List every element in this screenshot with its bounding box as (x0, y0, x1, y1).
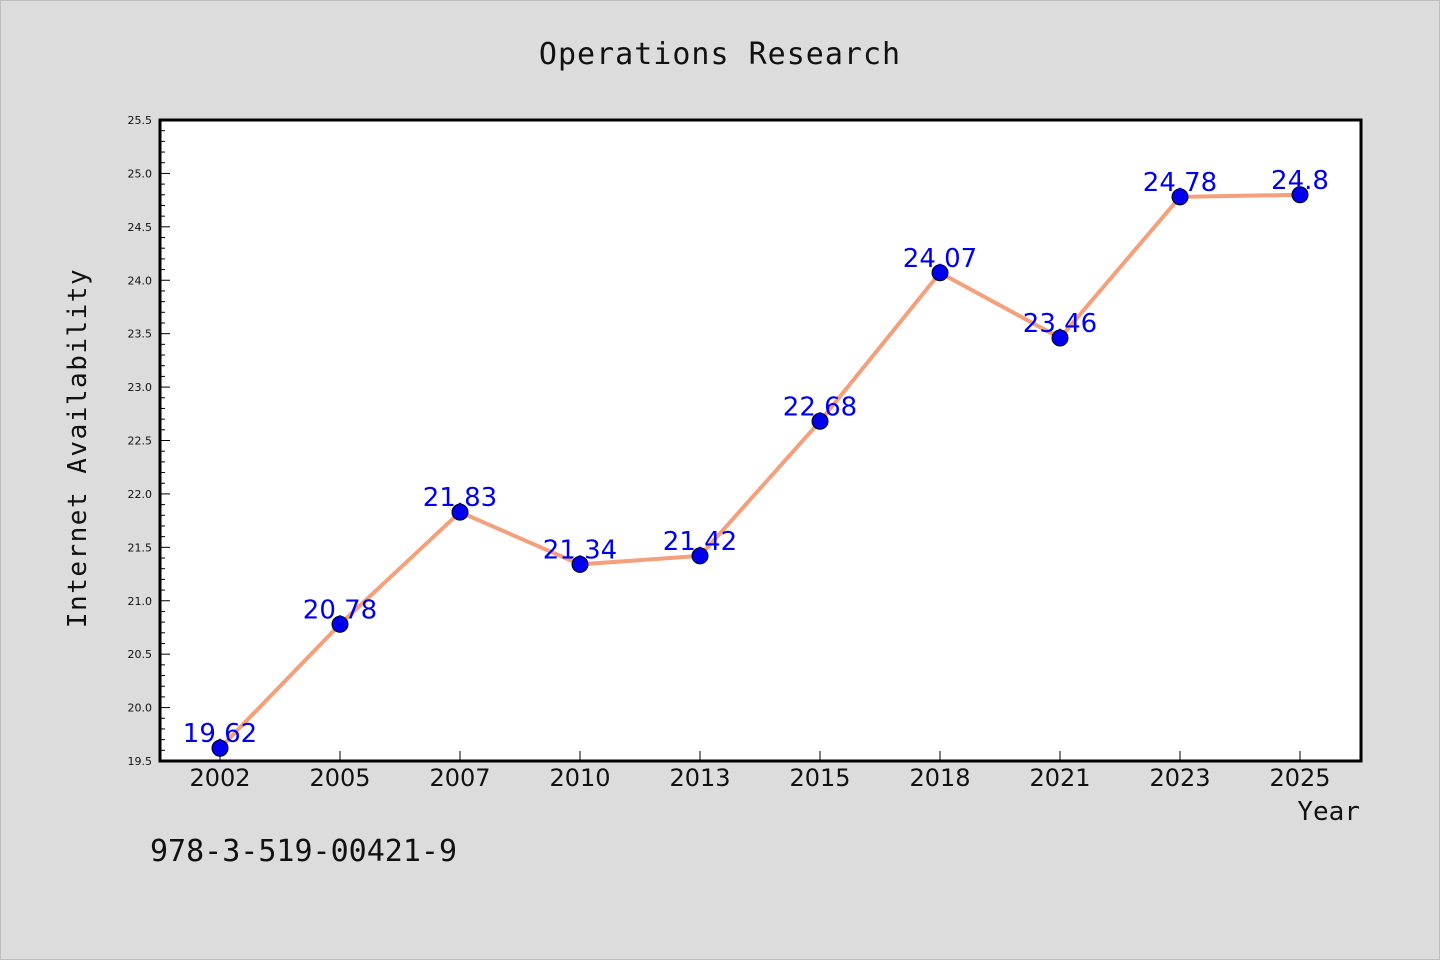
x-tick-label: 2023 (1149, 764, 1210, 792)
y-tick-label: 22.5 (128, 435, 153, 448)
y-axis: 19.5 20.0 20.5 21.0 21.5 22.0 22.5 23.0 23.5 24.0… (128, 114, 170, 768)
y-tick-label: 23.0 (128, 381, 153, 394)
x-axis-label: Year (1297, 797, 1360, 827)
data-point (811, 412, 829, 430)
data-point (571, 555, 589, 573)
x-tick-label: 2002 (189, 764, 250, 792)
y-tick-label: 20.0 (128, 702, 153, 715)
data-label: 21.42 (663, 527, 737, 557)
data-point (1291, 186, 1309, 204)
x-tick-label: 2010 (549, 764, 610, 792)
data-point (331, 615, 349, 633)
y-tick-label: 24.5 (128, 221, 153, 234)
y-tick-label: 20.5 (128, 648, 153, 661)
footer-code: 978-3-519-00421-9 (150, 834, 458, 869)
data-point (1171, 188, 1189, 206)
data-label: 23.46 (1023, 309, 1097, 339)
x-tick-label: 2005 (309, 764, 370, 792)
data-label: 24.07 (903, 244, 977, 274)
y-tick-label: 19.5 (128, 755, 153, 768)
data-point (211, 739, 229, 757)
y-tick-label: 25.5 (128, 114, 153, 127)
data-point (931, 264, 949, 282)
data-label: 22.68 (783, 392, 857, 422)
y-tick-label: 23.5 (128, 328, 153, 341)
data-point (691, 547, 709, 565)
data-label: 24.78 (1143, 168, 1217, 198)
y-tick-label: 21.0 (128, 595, 153, 608)
x-tick-label: 2018 (909, 764, 970, 792)
data-point (1051, 329, 1069, 347)
y-tick-label: 24.0 (128, 274, 153, 287)
data-point (451, 503, 469, 521)
y-axis-label: Internet Availability (63, 268, 93, 628)
chart-title: Operations Research (539, 37, 901, 72)
data-points (211, 186, 1309, 757)
data-label: 19.62 (183, 719, 257, 749)
x-tick-label: 2021 (1029, 764, 1090, 792)
data-labels: 19.62 20.78 21.83 21.34 21.42 22.68 24.07 23.46… (183, 166, 1329, 749)
y-tick-label: 25.0 (128, 167, 153, 180)
x-axis: 2002 2005 2007 2010 2013 2015 2018 2021 2023 2025 (189, 751, 1331, 792)
data-label: 21.34 (543, 535, 617, 565)
data-label: 24.8 (1271, 166, 1329, 196)
data-label: 21.83 (423, 483, 497, 513)
data-label: 20.78 (303, 595, 377, 625)
plot-area (158, 118, 1363, 763)
x-tick-label: 2007 (429, 764, 490, 792)
x-tick-label: 2015 (789, 764, 850, 792)
y-tick-label: 22.0 (128, 488, 153, 501)
y-tick-label: 21.5 (128, 541, 153, 554)
x-tick-label: 2013 (669, 764, 730, 792)
series-line (218, 192, 1301, 750)
x-tick-label: 2025 (1269, 764, 1330, 792)
